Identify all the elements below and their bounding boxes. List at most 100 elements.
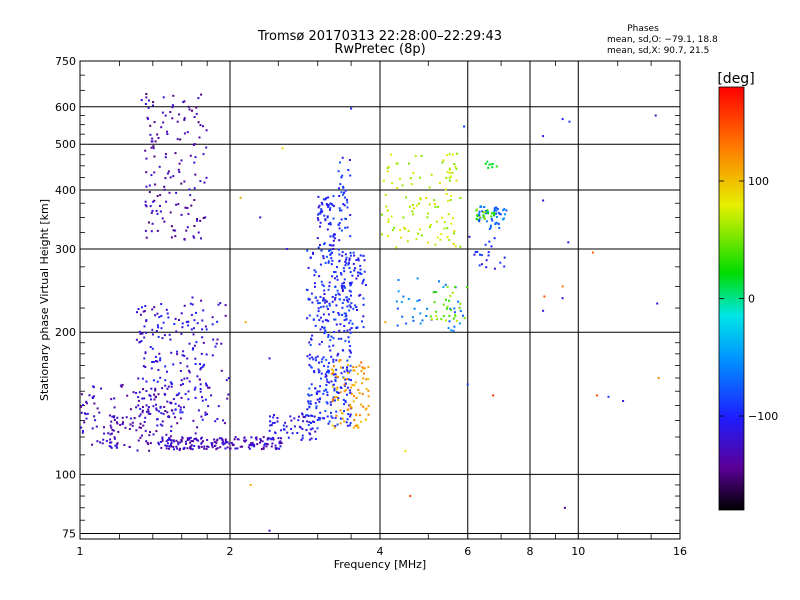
- data-point: [322, 313, 325, 316]
- data-point: [386, 235, 389, 238]
- data-point: [148, 191, 151, 194]
- data-point: [151, 140, 154, 143]
- data-point: [193, 344, 196, 347]
- data-point: [80, 426, 83, 429]
- data-point: [93, 402, 96, 405]
- data-point: [180, 439, 183, 441]
- data-point: [113, 397, 116, 400]
- data-point: [113, 416, 115, 419]
- data-point: [177, 404, 180, 407]
- data-point: [342, 366, 344, 369]
- data-point: [143, 357, 146, 360]
- data-point: [174, 416, 176, 419]
- data-point: [144, 429, 147, 432]
- data-point: [271, 442, 274, 445]
- data-point: [335, 359, 338, 362]
- data-point: [141, 434, 143, 437]
- x-tick-labels: 1 2 4 6 8 10 16: [77, 545, 688, 558]
- data-point: [328, 249, 330, 252]
- data-point: [183, 117, 186, 120]
- data-point: [322, 299, 324, 302]
- data-point: [346, 366, 349, 369]
- data-point: [322, 255, 325, 258]
- data-point: [320, 280, 323, 283]
- data-point: [205, 382, 207, 385]
- data-point: [317, 307, 320, 310]
- data-point: [349, 271, 352, 273]
- data-point: [478, 218, 481, 221]
- data-point: [330, 372, 333, 375]
- data-point: [326, 300, 328, 303]
- data-point: [328, 243, 331, 246]
- data-point: [216, 338, 219, 341]
- data-point: [144, 204, 147, 207]
- data-point: [189, 194, 192, 197]
- data-point: [426, 307, 429, 310]
- data-point: [365, 378, 368, 381]
- data-point: [338, 259, 341, 262]
- data-point: [319, 316, 322, 319]
- data-point: [337, 170, 340, 173]
- data-point: [152, 379, 155, 382]
- data-point: [453, 230, 456, 232]
- data-point: [323, 242, 326, 245]
- data-point: [343, 281, 345, 284]
- data-point: [180, 396, 183, 399]
- data-point: [327, 222, 330, 225]
- data-point: [148, 394, 151, 397]
- data-point: [129, 408, 132, 411]
- data-point: [174, 235, 177, 238]
- data-point: [326, 204, 329, 206]
- data-point: [313, 371, 316, 374]
- data-point: [425, 315, 428, 317]
- data-point: [262, 446, 265, 449]
- data-point: [451, 291, 454, 294]
- data-point: [277, 437, 280, 440]
- data-point: [334, 296, 337, 299]
- data-point: [484, 243, 487, 246]
- data-point: [91, 443, 94, 446]
- data-point: [172, 229, 175, 232]
- data-point: [335, 376, 338, 379]
- data-point: [93, 395, 95, 398]
- data-point: [448, 171, 451, 174]
- data-point: [204, 413, 207, 416]
- data-point: [206, 439, 209, 441]
- data-point: [347, 300, 350, 303]
- data-point: [163, 188, 166, 191]
- data-point: [215, 342, 218, 345]
- data-point: [162, 321, 165, 324]
- data-point: [406, 240, 409, 243]
- data-point: [498, 226, 501, 229]
- data-point: [346, 201, 349, 204]
- data-point: [243, 436, 246, 439]
- data-point: [219, 302, 222, 305]
- data-point: [501, 218, 504, 221]
- data-point: [141, 397, 144, 400]
- data-point: [451, 171, 454, 174]
- data-point: [305, 414, 307, 417]
- data-point: [186, 437, 189, 440]
- data-point: [449, 199, 452, 201]
- data-point: [186, 131, 189, 134]
- data-point: [193, 319, 196, 322]
- data-point: [122, 421, 124, 424]
- data-point: [274, 432, 277, 435]
- data-point: [353, 384, 356, 387]
- data-point: [493, 214, 495, 217]
- data-point: [458, 307, 461, 310]
- data-point: [221, 442, 224, 445]
- data-point: [216, 438, 219, 441]
- data-point: [121, 383, 124, 386]
- data-point: [198, 446, 201, 449]
- data-point: [165, 445, 168, 447]
- data-point: [198, 136, 201, 139]
- data-point: [347, 363, 349, 366]
- data-point: [276, 420, 279, 423]
- data-point: [489, 224, 492, 227]
- data-point: [143, 310, 146, 312]
- data-point: [327, 261, 330, 264]
- data-point: [316, 390, 319, 393]
- data-point: [224, 314, 227, 317]
- data-point: [351, 383, 354, 386]
